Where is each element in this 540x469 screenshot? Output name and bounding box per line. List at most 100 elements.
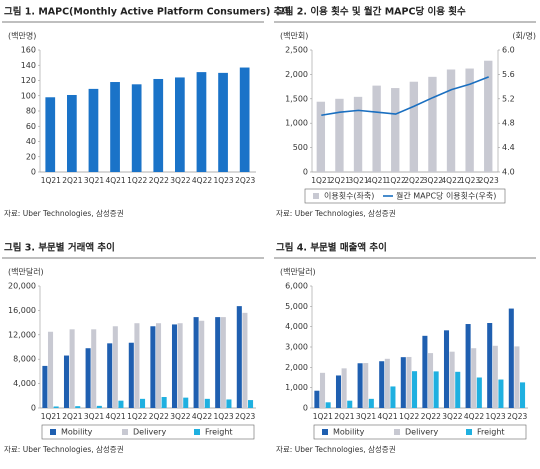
y-tick-label: 500 — [293, 143, 308, 152]
bar — [242, 312, 248, 408]
legend-swatch — [194, 429, 200, 435]
legend-label: Delivery — [405, 428, 438, 437]
legend-label: 월간 MAPC당 이용횟수(우축) — [396, 191, 496, 201]
x-tick-label: 2Q21 — [62, 412, 82, 421]
y-tick-label: 20,000 — [8, 282, 36, 291]
source: 자료: Uber Technologies, 삼성증권 — [276, 208, 396, 218]
x-tick-label: 4Q22 — [192, 412, 212, 421]
bar — [45, 97, 56, 172]
y2-tick-label: 6.0 — [502, 46, 515, 55]
y2-tick-label: 5.2 — [502, 94, 515, 103]
bar — [183, 397, 189, 408]
bar — [465, 68, 474, 172]
bar — [357, 363, 363, 408]
bar — [175, 77, 185, 172]
y-tick-label: 0 — [303, 168, 308, 177]
bar — [118, 400, 124, 408]
y2-tick-label: 4.4 — [502, 143, 515, 152]
x-tick-label: 3Q21 — [348, 176, 368, 185]
bar — [427, 353, 434, 408]
legend-label: 이용횟수(좌축) — [324, 191, 374, 201]
x-tick-label: 2Q21 — [62, 176, 82, 185]
chart-panel: 그림 1. MAPC(Monthly Active Platform Consu… — [2, 6, 291, 218]
bar — [196, 72, 207, 172]
bar — [335, 98, 344, 172]
bar — [400, 357, 406, 408]
bar — [63, 355, 70, 408]
x-tick-label: 3Q22 — [170, 412, 190, 421]
bar — [465, 324, 471, 408]
bar — [498, 379, 504, 408]
x-tick-label: 1Q21 — [41, 412, 61, 421]
x-tick-label: 2Q22 — [421, 412, 441, 421]
legend-label: Mobility — [333, 428, 365, 437]
bar — [177, 323, 183, 408]
bar — [368, 398, 374, 408]
legend-box — [313, 424, 527, 440]
bar — [508, 308, 514, 408]
x-tick-label: 2Q22 — [404, 176, 424, 185]
y2-unit: (회/명) — [512, 31, 536, 41]
bar — [412, 371, 418, 408]
bar — [193, 317, 199, 408]
y-tick-label: 1,000 — [285, 383, 308, 392]
bar — [341, 368, 347, 408]
bar — [236, 306, 242, 408]
bar — [520, 382, 526, 408]
legend-box — [41, 424, 255, 440]
bar — [384, 358, 390, 408]
x-tick-label: 4Q21 — [367, 176, 387, 185]
source: 자료: Uber Technologies, 삼성증권 — [4, 208, 124, 218]
chart-title: 그림 4. 부문별 매출액 추이 — [276, 242, 387, 254]
y-tick-label: 140 — [21, 61, 36, 70]
y-tick-label: 0 — [31, 168, 36, 177]
bar — [449, 351, 455, 408]
bar — [335, 375, 342, 408]
x-tick-label: 2Q22 — [149, 412, 169, 421]
y-tick-label: 12,000 — [8, 330, 36, 339]
y-tick-label: 1,500 — [285, 94, 308, 103]
bar — [218, 72, 228, 172]
bar — [325, 402, 331, 408]
bar — [487, 323, 493, 408]
y-tick-label: 4,000 — [13, 379, 36, 388]
bar — [476, 377, 482, 408]
bar — [428, 76, 437, 172]
x-tick-label: 4Q22 — [441, 176, 461, 185]
bar — [155, 323, 162, 408]
x-tick-label: 1Q22 — [386, 176, 406, 185]
bar — [226, 399, 232, 408]
bar — [220, 317, 226, 408]
bar — [67, 94, 77, 172]
bar — [409, 81, 419, 172]
x-tick-label: 1Q23 — [213, 412, 233, 421]
bar — [91, 329, 97, 408]
chart-panel: 그림 4. 부문별 매출액 추이 (백만달러) 0 1,000 2,000 3,000 4,… — [274, 242, 536, 454]
chart-title: 그림 2. 이용 횟수 및 월간 MAPC당 이용 횟수 — [276, 6, 466, 18]
x-tick-label: 3Q21 — [84, 412, 104, 421]
bar — [514, 346, 520, 408]
bar — [347, 400, 353, 408]
x-tick-label: 1Q23 — [485, 412, 505, 421]
bar — [446, 69, 456, 172]
y-unit: (백만달러) — [8, 267, 44, 277]
legend-label: Delivery — [133, 428, 166, 437]
x-tick-label: 1Q21 — [311, 176, 331, 185]
legend-swatch — [322, 429, 328, 435]
y-tick-label: 0 — [303, 404, 308, 413]
legend-swatch — [466, 429, 472, 435]
bar — [140, 398, 146, 408]
legend-box — [304, 188, 506, 204]
y2-tick-label: 4.8 — [502, 119, 515, 128]
bar — [215, 317, 221, 408]
bar — [131, 84, 142, 172]
x-tick-label: 1Q21 — [313, 412, 333, 421]
y-tick-label: 100 — [21, 91, 36, 100]
x-tick-label: 2Q22 — [149, 176, 169, 185]
y-unit: (백만회) — [280, 31, 308, 41]
y-tick-label: 2,000 — [285, 70, 308, 79]
x-tick-label: 1Q21 — [41, 176, 61, 185]
y-tick-label: 5,000 — [285, 302, 308, 311]
x-tick-label: 1Q22 — [127, 176, 147, 185]
